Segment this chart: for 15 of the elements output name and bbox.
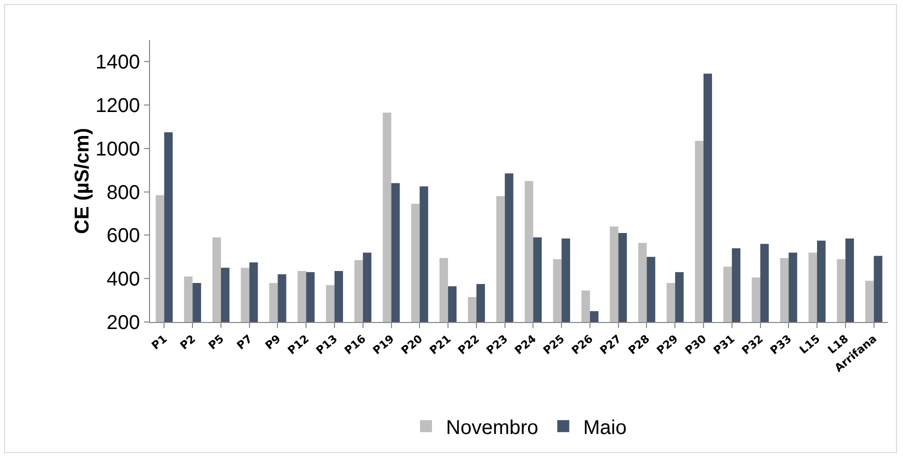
y-tick-label: 800 [106,182,140,204]
y-tick-label: 200 [106,312,140,334]
legend-label: Novembro [446,416,538,439]
y-tick-label: 1400 [96,52,140,74]
x-tick-label: P5 [206,332,226,352]
y-axis-title: CE (µS/cm) [72,128,94,234]
legend-label: Maio [583,416,627,439]
y-tick-label: 1000 [96,138,140,160]
y-tick-label: 1200 [96,95,140,118]
x-tick-label: P2 [178,332,198,352]
y-tick-label: 600 [106,225,140,248]
x-tick-label: P7 [234,332,255,352]
y-tick-label: 400 [106,268,140,291]
x-tick-label: P1 [149,332,170,352]
x-tick-label: P9 [262,332,284,352]
